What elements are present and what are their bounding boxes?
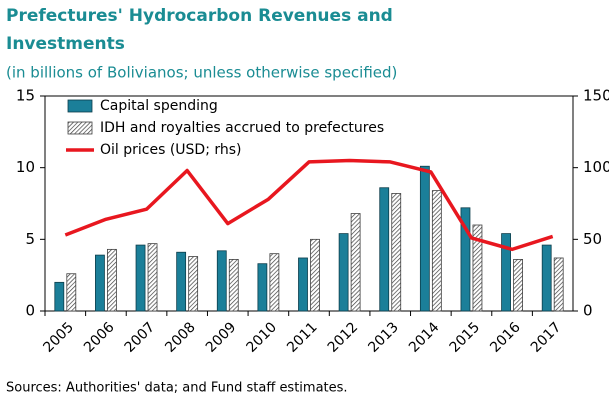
x-tick-label: 2009	[203, 319, 240, 356]
bar	[513, 258, 523, 312]
legend-label: Capital spending	[100, 98, 218, 114]
y-tick-label: 0	[25, 302, 35, 320]
y2-tick-label: 0	[583, 302, 593, 320]
x-tick-label: 2012	[325, 319, 362, 356]
bar	[553, 257, 564, 312]
bar	[66, 273, 77, 312]
legend-label: IDH and royalties accrued to prefectures	[100, 120, 384, 136]
bar	[54, 281, 65, 312]
x-tick-label: 2011	[284, 319, 321, 356]
x-tick-label: 2010	[244, 319, 281, 356]
chart-title: Investments	[6, 34, 125, 54]
bar	[379, 187, 390, 312]
bar	[350, 213, 361, 312]
bar	[176, 251, 187, 312]
y-tick-label: 5	[25, 230, 35, 248]
x-tick-label: 2005	[40, 319, 77, 356]
bar	[419, 165, 430, 312]
x-tick-label: 2007	[122, 319, 159, 356]
chart-subtitle: (in billions of Bolivianos; unless other…	[6, 64, 397, 82]
bar	[298, 257, 308, 312]
bar	[269, 253, 280, 312]
legend-swatch	[67, 121, 93, 135]
y2-tick-label: 100	[583, 158, 609, 176]
bar	[228, 258, 239, 312]
y-tick-label: 15	[16, 87, 35, 105]
x-tick-label: 2008	[162, 319, 199, 356]
x-tick-label: 2006	[81, 319, 118, 356]
x-tick-label: 2013	[365, 319, 402, 356]
legend-swatch	[67, 99, 93, 113]
y2-tick-label: 50	[583, 230, 602, 248]
x-tick-label: 2014	[406, 319, 443, 356]
bar	[135, 244, 146, 312]
y2-tick-label: 150	[583, 87, 609, 105]
bar	[338, 233, 349, 312]
chart-title: Prefectures' Hydrocarbon Revenues and	[6, 6, 393, 26]
x-tick-label: 2016	[487, 319, 524, 356]
bar	[501, 233, 511, 312]
bar	[257, 263, 268, 312]
bar	[431, 190, 442, 312]
bar	[472, 224, 483, 312]
x-tick-label: 2015	[447, 319, 484, 356]
bar	[95, 254, 105, 312]
bar	[541, 244, 552, 312]
y-tick-label: 10	[16, 158, 35, 176]
plot-area	[44, 95, 574, 312]
bar	[310, 238, 320, 312]
bar	[147, 243, 158, 312]
bar	[460, 207, 471, 312]
footnote: Sources: Authorities' data; and Fund sta…	[6, 381, 348, 396]
bar	[188, 256, 199, 312]
bar	[107, 248, 117, 312]
bar	[391, 193, 402, 312]
legend-label: Oil prices (USD; rhs)	[100, 142, 242, 158]
bar	[216, 250, 227, 312]
line	[64, 158, 554, 252]
x-tick-label: 2017	[528, 319, 565, 356]
